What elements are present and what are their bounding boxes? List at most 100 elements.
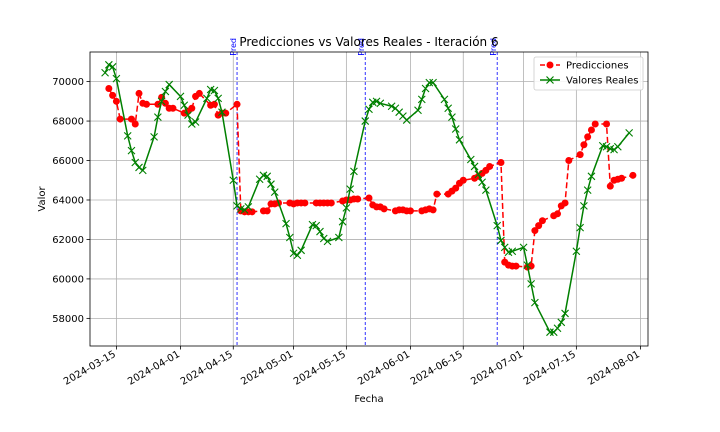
data-point: [602, 142, 611, 151]
data-point: [127, 115, 135, 123]
y-tick-label: 64000: [52, 195, 84, 206]
prediction-start-label: Pred: [357, 38, 366, 56]
data-point: [365, 105, 373, 114]
data-point: [191, 118, 200, 126]
data-point: [135, 163, 143, 172]
data-point: [523, 261, 532, 269]
data-point: [297, 246, 306, 255]
data-point: [572, 247, 581, 256]
data-point: [587, 172, 596, 181]
data-point: [433, 190, 441, 198]
data-point: [202, 94, 211, 103]
data-point: [135, 89, 143, 97]
data-point: [474, 170, 483, 179]
data-point: [493, 221, 502, 230]
data-point: [466, 155, 475, 164]
data-point: [417, 95, 426, 104]
data-point: [214, 94, 223, 103]
data-point: [557, 318, 566, 327]
data-point: [613, 142, 622, 151]
data-point: [267, 180, 275, 189]
data-point: [153, 113, 162, 122]
data-point: [109, 91, 117, 99]
data-point: [263, 172, 272, 181]
data-point: [565, 157, 573, 165]
legend-label-valores-reales: Valores Reales: [566, 76, 638, 87]
data-point: [580, 202, 588, 210]
data-point: [576, 223, 585, 232]
legend-marker-predicciones: [546, 61, 554, 69]
data-point: [500, 243, 509, 252]
data-point: [270, 188, 279, 196]
data-point: [282, 219, 290, 228]
series-layer: [101, 60, 637, 337]
data-point: [188, 104, 196, 112]
data-point: [606, 182, 614, 190]
data-point: [583, 186, 592, 195]
data-point: [459, 176, 467, 184]
chart-title: Predicciones vs Valores Reales - Iteraci…: [239, 35, 498, 49]
data-point: [508, 247, 517, 256]
data-point: [123, 131, 132, 140]
legend-box: [533, 56, 644, 91]
data-point: [319, 234, 328, 243]
y-axis-title: Valor: [37, 186, 48, 212]
data-point: [361, 117, 370, 125]
data-point: [365, 194, 373, 202]
data-point: [127, 146, 136, 155]
data-point: [387, 102, 396, 111]
data-point: [169, 104, 177, 112]
data-point: [451, 125, 460, 133]
data-point: [584, 133, 592, 141]
data-point: [285, 233, 294, 242]
data-point: [108, 62, 117, 71]
data-point: [354, 195, 362, 203]
data-point: [625, 129, 634, 137]
data-point: [176, 92, 185, 101]
data-point: [372, 97, 381, 106]
data-point: [402, 116, 411, 124]
data-point: [184, 111, 192, 120]
data-point: [323, 237, 332, 246]
data-point: [519, 243, 528, 252]
y-tick-label: 58000: [52, 314, 84, 325]
data-point: [346, 185, 355, 194]
data-point: [580, 141, 588, 149]
data-point: [210, 100, 218, 108]
data-point: [112, 97, 120, 105]
data-point: [553, 324, 562, 333]
data-point: [105, 85, 113, 93]
data-point: [603, 120, 611, 128]
data-point: [561, 199, 569, 207]
data-point: [104, 60, 113, 69]
data-point: [116, 115, 124, 123]
data-point: [618, 174, 626, 182]
prediction-start-label: Pred: [229, 38, 238, 56]
data-point: [338, 217, 347, 226]
data-point: [546, 328, 554, 337]
data-point: [452, 184, 460, 192]
data-point: [497, 158, 505, 166]
legend: Predicciones Valores Reales: [533, 56, 644, 91]
data-point: [425, 78, 434, 87]
prediction-start-label: Pred: [489, 38, 498, 56]
data-point: [576, 151, 584, 159]
data-point: [629, 171, 637, 179]
data-point: [440, 95, 449, 104]
y-tick-label: 60000: [52, 274, 84, 285]
y-tick-label: 70000: [52, 77, 84, 88]
data-point: [233, 202, 241, 210]
data-point: [591, 120, 599, 128]
data-point: [233, 100, 241, 108]
series-line: [108, 88, 634, 268]
data-point: [527, 279, 536, 288]
data-point: [429, 78, 437, 87]
data-point: [414, 106, 422, 115]
y-tick-label: 62000: [52, 235, 84, 246]
data-point: [289, 249, 298, 258]
data-point: [531, 227, 539, 235]
data-point: [486, 162, 494, 170]
data-point: [497, 236, 505, 245]
data-point: [561, 309, 569, 318]
